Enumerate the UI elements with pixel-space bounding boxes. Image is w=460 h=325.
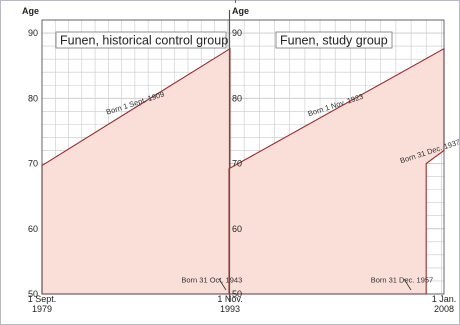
panel-title: Funen, historical control group (60, 34, 228, 48)
y-tick-label: 70 (28, 159, 38, 169)
y-axis-title: Age (22, 6, 39, 16)
label-layer: 50 60 70 80 90 Age Funen, historical control g… (22, 6, 460, 314)
y-tick-label: 50 (28, 289, 38, 299)
y-axis-title: Age (232, 6, 249, 16)
arrow-left-panel (218, 278, 227, 291)
top-marker (235, 0, 236, 3)
y-tick-label: 80 (28, 93, 38, 103)
y-tick-label: 60 (232, 224, 242, 234)
y-tick-label: 80 (232, 93, 242, 103)
y-tick-label: 70 (232, 159, 242, 169)
x-end-label: 1 Nov. 1993 (217, 294, 242, 314)
birth-annotation: Born 31 Oct. 1943 (181, 275, 242, 284)
panel-title-box (55, 31, 227, 49)
plot-border (41, 19, 445, 295)
x-start-label: 1 Sept. 1979 (28, 294, 57, 314)
y-tick-label: 50 (232, 289, 242, 299)
y-tick-label: 90 (28, 28, 38, 38)
y-tick-label: 60 (28, 224, 38, 234)
panel-title: Funen, study group (280, 34, 388, 48)
arrow-right-panel (403, 278, 412, 291)
panel-title-box (275, 31, 393, 49)
axis-layer (41, 10, 445, 302)
x-end-label: 1 Jan. 2008 (432, 294, 457, 314)
birth-annotation: Born 31 Dec. 1957 (371, 275, 434, 284)
y-tick-label: 90 (232, 28, 242, 38)
